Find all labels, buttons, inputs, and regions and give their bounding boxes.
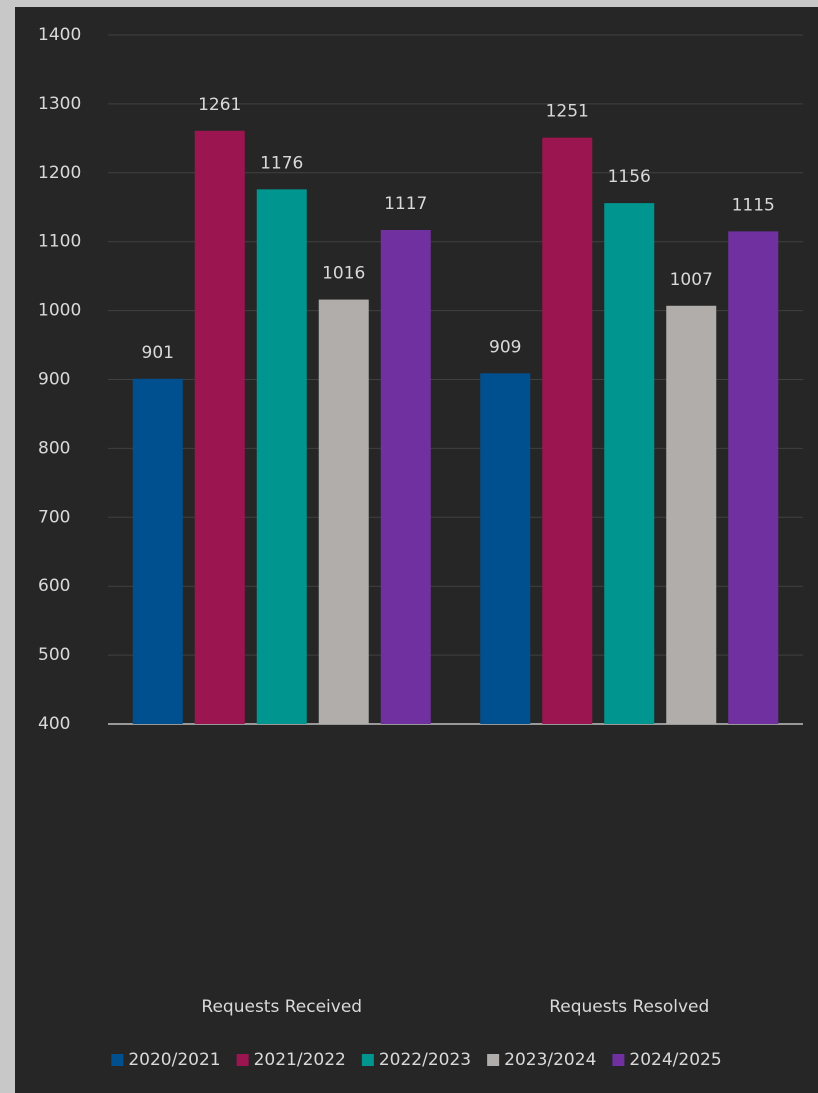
data-label: 1117 [384,194,427,214]
bar [194,130,245,724]
data-label: 1115 [732,195,775,215]
legend-label: 2023/2024 [504,1050,596,1070]
bar [256,189,307,724]
bar [728,231,779,725]
legend-swatch [487,1054,500,1066]
legend-swatch [612,1054,625,1066]
bar [380,229,431,724]
legend-label: 2021/2022 [254,1050,346,1070]
data-label: 1156 [608,167,651,187]
x-tick-label: Requests Received [201,997,362,1017]
data-label: 901 [142,343,174,363]
legend-swatch [236,1054,249,1066]
legend-swatch [111,1054,124,1066]
y-tick-label: 1400 [38,25,81,45]
y-tick-label: 400 [38,714,70,734]
y-tick-label: 1200 [38,163,81,183]
y-tick-label: 800 [38,438,70,458]
x-tick-label: Requests Resolved [549,997,709,1017]
y-tick-label: 700 [38,507,70,527]
data-label: 1176 [260,153,303,173]
y-tick-label: 500 [38,645,70,665]
data-label: 1261 [198,95,241,115]
legend-swatch [361,1054,374,1066]
y-tick-label: 1000 [38,301,81,321]
legend-label: 2024/2025 [629,1050,721,1070]
data-label: 1016 [322,264,365,284]
legend-label: 2020/2021 [128,1050,220,1070]
y-tick-label: 900 [38,370,70,390]
legend-label: 2022/2023 [379,1050,471,1070]
data-label: 909 [489,337,521,357]
bar [132,378,183,724]
bar [480,373,531,724]
bar [542,137,593,724]
data-label: 1007 [670,270,713,290]
bar [604,203,655,725]
data-label: 1251 [546,102,589,122]
y-tick-label: 1100 [38,232,81,252]
y-tick-label: 1300 [38,94,81,114]
y-tick-label: 600 [38,576,70,596]
bar [666,305,717,724]
bar [318,299,369,724]
